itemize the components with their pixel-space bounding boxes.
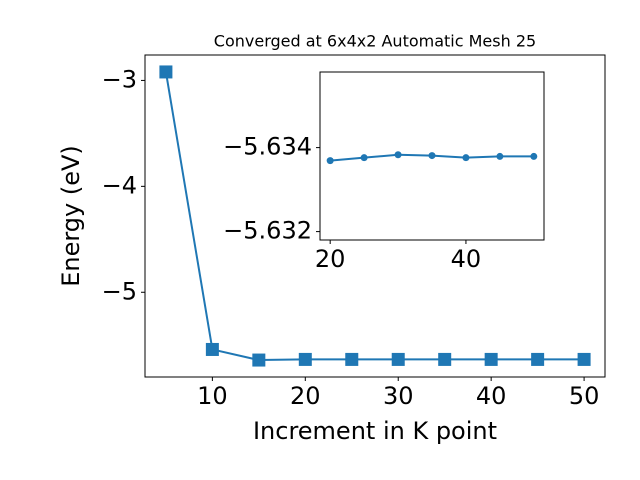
marker: [298, 352, 312, 366]
marker: [345, 352, 359, 366]
y-tick-label: −4: [102, 171, 137, 199]
marker: [360, 154, 368, 162]
x-tick-label: 50: [569, 382, 600, 410]
y-axis-label: Energy (eV): [57, 145, 85, 287]
series-line: [164, 71, 585, 362]
marker: [391, 352, 405, 366]
y-tick-label: −5.634: [223, 133, 312, 161]
x-tick-label: 10: [197, 382, 228, 410]
marker: [462, 154, 470, 162]
plot-frame: [319, 71, 545, 241]
marker: [496, 152, 504, 160]
marker: [577, 352, 591, 366]
x-tick-label: 40: [476, 382, 507, 410]
marker: [205, 342, 219, 356]
marker: [326, 157, 334, 165]
y-tick-label: −3: [102, 65, 137, 93]
x-tick-label: 20: [290, 382, 321, 410]
plot-frame: [144, 54, 606, 378]
x-tick-label: 20: [315, 245, 346, 273]
marker: [484, 352, 498, 366]
marker: [159, 65, 173, 79]
x-tick-label: 30: [383, 382, 414, 410]
x-axis-label: Increment in K point: [253, 417, 497, 445]
chart-title: Converged at 6x4x2 Automatic Mesh 25: [214, 32, 536, 51]
x-tick-label: 40: [451, 245, 482, 273]
marker: [531, 352, 545, 366]
marker: [428, 152, 436, 160]
marker: [438, 352, 452, 366]
marker: [394, 151, 402, 159]
marker: [530, 152, 538, 160]
marker: [252, 353, 266, 367]
y-tick-label: −5.632: [223, 217, 312, 245]
y-tick-label: −5: [102, 277, 137, 305]
